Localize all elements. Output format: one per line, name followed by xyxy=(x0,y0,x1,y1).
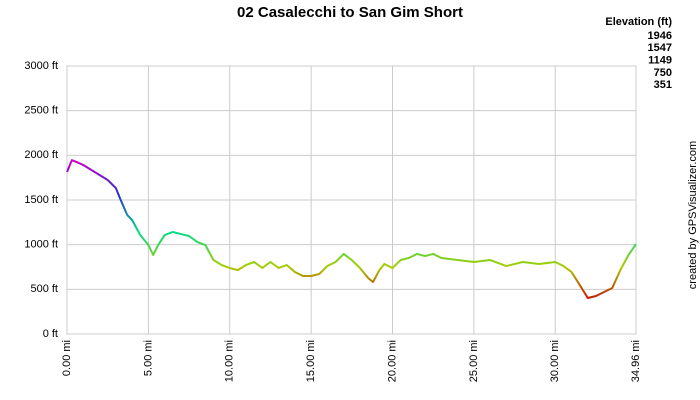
x-tick-label: 34.96 mi xyxy=(630,340,642,382)
y-tick-label: 1500 ft xyxy=(24,194,58,206)
x-tick-label: 25.00 mi xyxy=(468,340,480,382)
x-tick-label: 30.00 mi xyxy=(549,340,561,382)
elevation-line xyxy=(66,159,637,299)
y-tick-label: 1000 ft xyxy=(24,239,58,251)
x-tick-label: 20.00 mi xyxy=(386,340,398,382)
y-tick-label: 2500 ft xyxy=(24,105,58,117)
x-tick-label: 5.00 mi xyxy=(142,340,154,376)
y-tick-label: 500 ft xyxy=(30,283,58,295)
chart-title: 02 Casalecchi to San Gim Short xyxy=(237,4,463,21)
x-tick-label: 0.00 mi xyxy=(61,340,73,376)
x-tick-label: 15.00 mi xyxy=(305,340,317,382)
y-tick-label: 3000 ft xyxy=(24,60,58,72)
y-tick-label: 2000 ft xyxy=(24,149,58,161)
legend-value: 1946 xyxy=(648,30,672,42)
legend-value: 1547 xyxy=(648,42,672,54)
y-tick-label: 0 ft xyxy=(43,328,58,340)
legend-value: 351 xyxy=(654,79,672,91)
legend-value: 1149 xyxy=(648,55,672,67)
x-tick-label: 10.00 mi xyxy=(224,340,236,382)
legend-title: Elevation (ft) xyxy=(605,16,672,28)
credit: created by GPSVisualizer.com xyxy=(687,141,699,289)
legend-value: 750 xyxy=(654,67,672,79)
